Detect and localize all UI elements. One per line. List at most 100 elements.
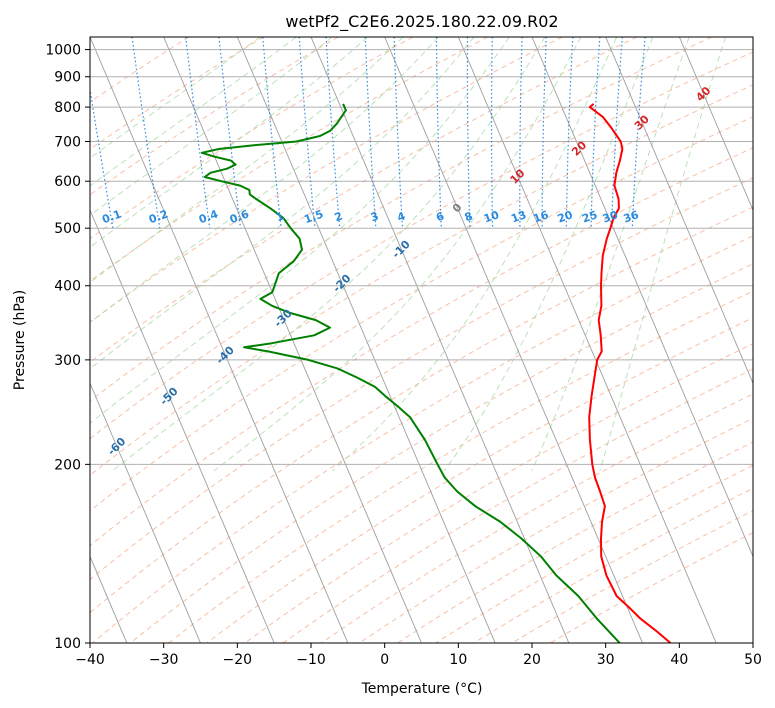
mixing-ratio-line (325, 37, 341, 229)
axes: −40 −30 −20 −10 0 10 20 30 40 5010020030040050060… (45, 43, 762, 668)
isotherm (90, 208, 275, 643)
mixing-ratio-line (262, 37, 282, 229)
moist-adiabat (90, 37, 475, 370)
y-tick-label: 400 (54, 279, 81, 295)
moist-adiabat (90, 37, 333, 216)
mixing-ratio-label: 13 (509, 208, 528, 225)
mixing-ratio-line (131, 37, 161, 229)
x-tick-label: −30 (149, 652, 179, 668)
dry-adiabat (90, 116, 753, 512)
moist-adiabat (90, 37, 404, 284)
moist-adiabat (90, 37, 261, 159)
isotherm-label: -60 (105, 435, 128, 458)
mixing-ratio-line (490, 37, 494, 229)
mixing-ratio-line (435, 37, 442, 229)
mixing-ratio-label: 0.6 (228, 207, 251, 226)
plot-frame (89, 36, 754, 644)
mixing-ratio-line (519, 37, 523, 229)
isotherm (678, 37, 753, 212)
dry-adiabat (244, 343, 753, 643)
mixing-ratio-line (565, 37, 574, 229)
isotherm (236, 37, 496, 643)
moist-adiabat (599, 37, 726, 472)
isotherm (752, 37, 753, 39)
mixing-ratio-label: 0.4 (197, 207, 220, 226)
mixing-ratio-line (590, 37, 601, 229)
moist-adiabat (531, 37, 690, 472)
isotherm-label: -20 (330, 272, 353, 295)
moist-adiabat (443, 37, 654, 472)
x-tick-label: 20 (523, 652, 541, 668)
dry-adiabat (90, 37, 190, 103)
y-tick-label: 800 (54, 100, 81, 116)
dry-adiabat (359, 417, 753, 643)
y-tick-label: 200 (54, 457, 81, 473)
dry-adiabat (90, 37, 339, 196)
dry-adiabat (549, 532, 753, 643)
mixing-ratio-line (90, 85, 114, 229)
data-lines (200, 103, 672, 643)
mixing-ratio-label: 25 (580, 208, 599, 225)
x-tick-label: −10 (296, 652, 326, 668)
moist-adiabat (112, 37, 546, 472)
y-tick-label: 700 (54, 134, 81, 150)
dry-adiabat (90, 147, 753, 547)
y-tick-label: 500 (54, 221, 81, 237)
mixing-ratio-label: 1 (274, 209, 286, 224)
x-tick-label: −20 (223, 652, 253, 668)
mixing-ratio-label: 16 (531, 208, 550, 226)
moist-adiabat (332, 37, 618, 472)
y-tick-label: 300 (54, 353, 81, 369)
x-axis-label: Temperature (°C) (361, 681, 483, 697)
x-tick-label: 0 (380, 652, 389, 668)
y-tick-label: 600 (54, 174, 81, 190)
dry-adiabat (90, 37, 712, 402)
mixing-ratio-line (466, 37, 471, 229)
isotherm-label: 10 (508, 166, 528, 186)
mixing-ratio-label: 6 (434, 209, 446, 224)
y-tick-label: 1000 (45, 43, 81, 59)
moist-adiabat (90, 37, 510, 424)
mixing-ratio-label: 20 (556, 208, 575, 226)
mixing-ratio-line (218, 37, 242, 229)
isotherm (384, 37, 643, 643)
x-tick-label: 10 (449, 652, 467, 668)
mixing-ratio-label: 30 (601, 208, 620, 226)
dry-adiabat (90, 51, 753, 440)
mixing-ratio-label: 36 (622, 208, 641, 226)
dry-adiabat (397, 441, 753, 643)
dry-adiabat (168, 290, 753, 643)
isotherm-label: -80 (2, 539, 25, 562)
mixing-ratio-labels: 0.1 0.2 0.4 0.6 1 1.5 2 3 4 6 8 10 13 16 20 25 30 36 (100, 207, 641, 226)
mixing-ratio-label: 1.5 (302, 207, 325, 226)
dry-adiabat (91, 235, 753, 643)
dry-adiabat (90, 37, 264, 150)
mixing-ratio-label: 2 (333, 209, 345, 224)
isotherm-label: 30 (632, 112, 652, 132)
dry-adiabat (90, 37, 638, 363)
mixing-ratio-line (298, 37, 316, 229)
dewpoint-line (200, 103, 621, 643)
dry-adiabat (90, 37, 414, 240)
moist-adiabat (213, 37, 582, 472)
y-axis-label: Pressure (hPa) (12, 290, 28, 390)
mixing-ratio-label: 3 (369, 209, 381, 224)
dry-adiabat (90, 206, 753, 614)
mixing-ratio-line (610, 37, 623, 229)
isotherm (605, 37, 753, 385)
isotherm (457, 37, 717, 643)
isotherm (531, 37, 753, 558)
temperature-line (588, 103, 672, 643)
dry-adiabat (320, 393, 753, 643)
dry-adiabat (435, 464, 753, 643)
mixing-ratio-line (185, 37, 211, 229)
moist-adiabat (90, 37, 439, 324)
mixing-ratio-label: 0.2 (147, 207, 170, 226)
isotherm (90, 382, 201, 643)
dry-adiabat (90, 37, 563, 323)
dry-adiabat (206, 317, 753, 643)
isotherm (90, 37, 349, 643)
x-tick-label: 40 (670, 652, 688, 668)
isotherm-label: -50 (157, 384, 180, 407)
chart-title: wetPf2_C2E6.2025.180.22.09.R02 (285, 12, 558, 32)
